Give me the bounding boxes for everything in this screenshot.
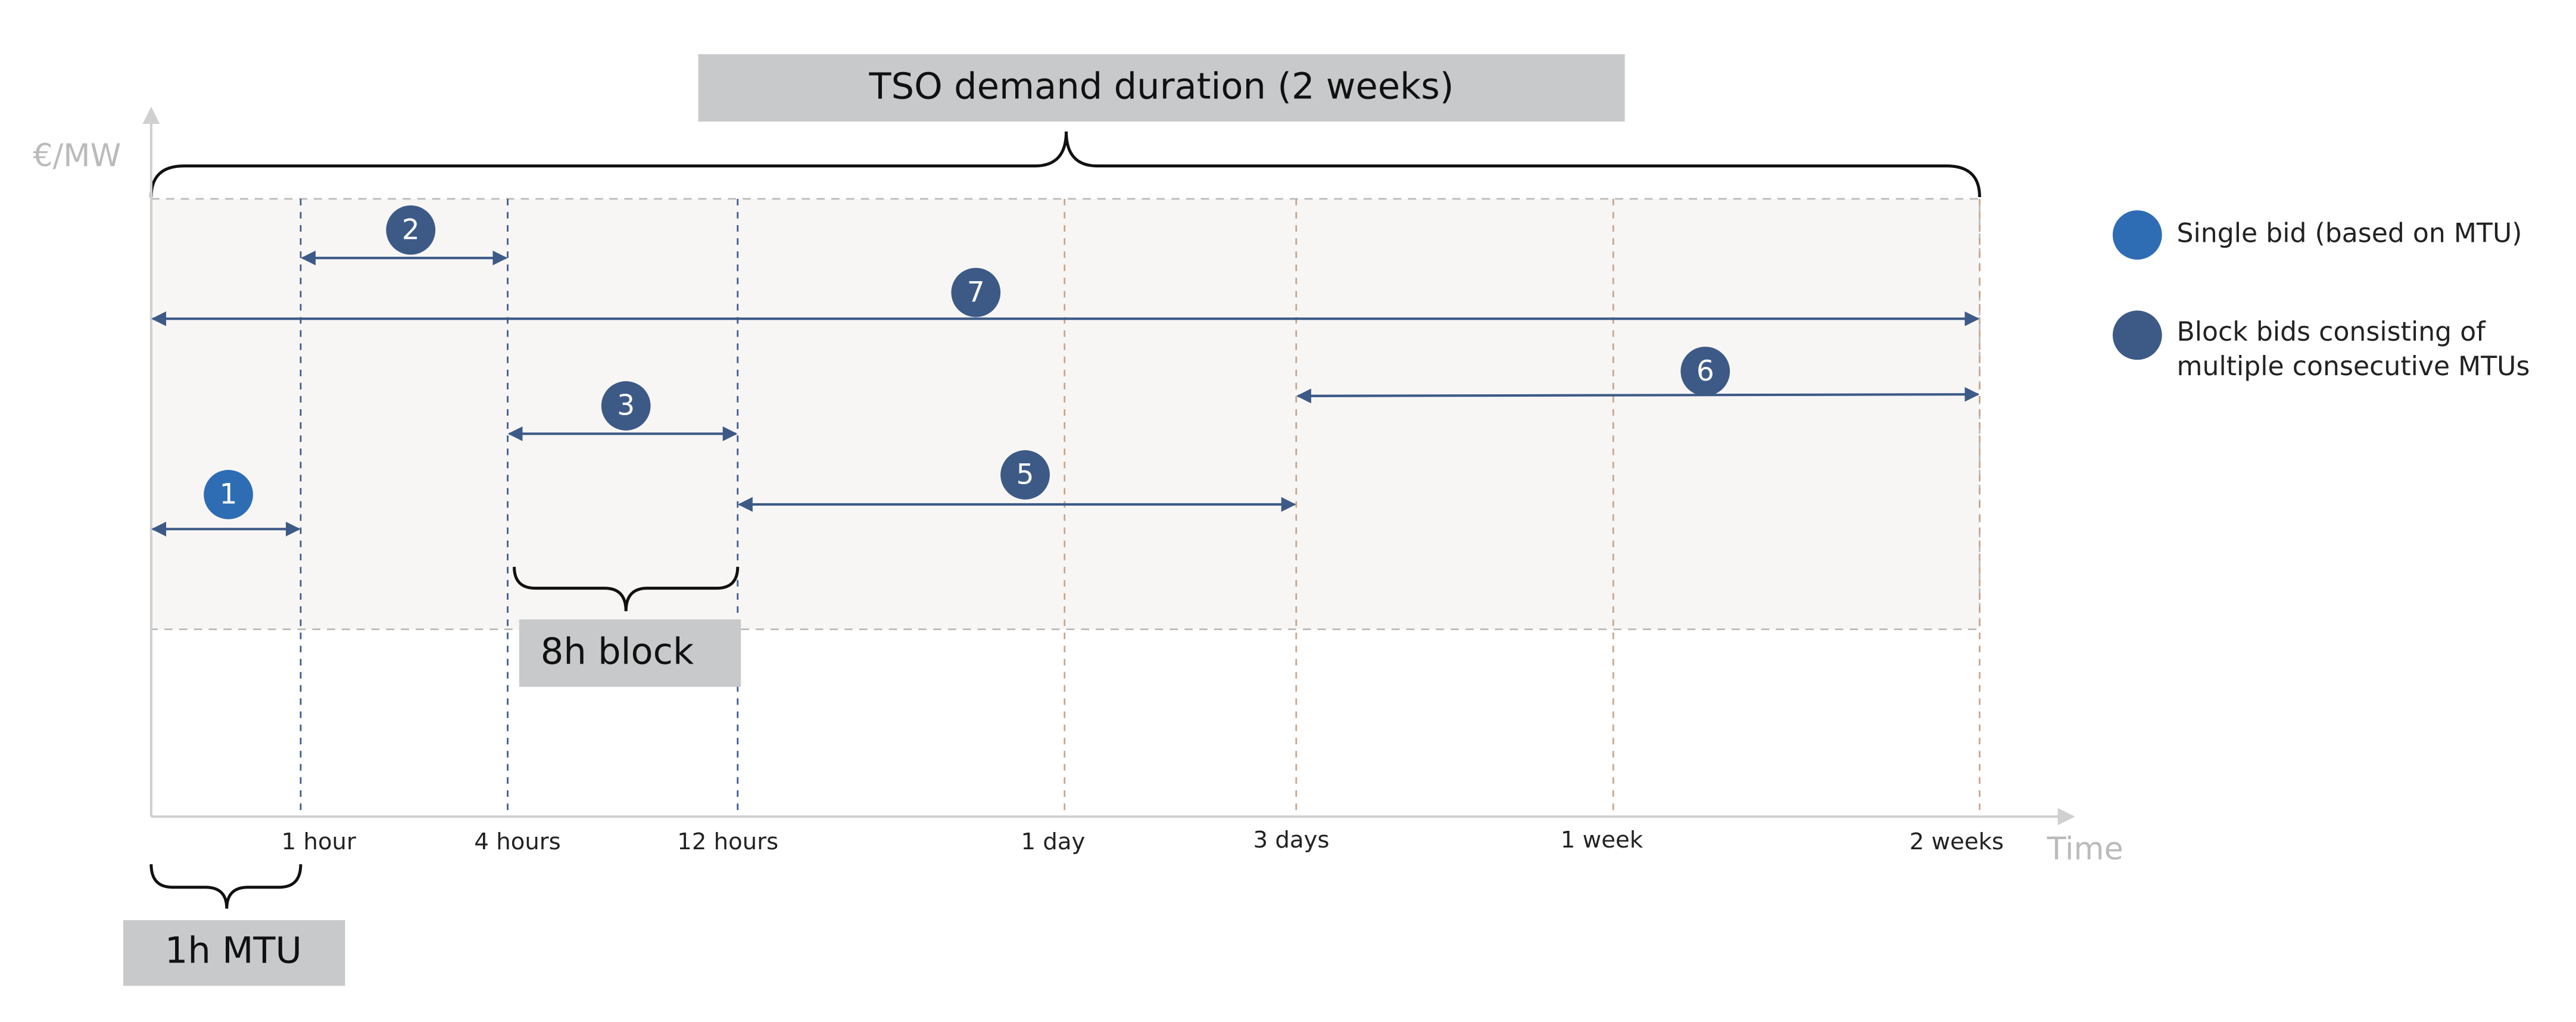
bid-number: 1 <box>220 478 238 511</box>
tick-label: 1 day <box>1021 828 1086 855</box>
legend-marker <box>2112 310 2162 360</box>
legend-marker <box>2112 210 2162 260</box>
bid-marker <box>204 470 253 519</box>
title: TSO demand duration (2 weeks) <box>869 66 1454 108</box>
bid-number: 2 <box>402 213 420 246</box>
legend-label: Block bids consisting of <box>2177 317 2487 347</box>
brace <box>513 566 740 612</box>
bid-number: 7 <box>967 276 985 309</box>
mtu-label: 1h MTU <box>165 930 302 972</box>
bid-marker <box>1680 347 1730 396</box>
tick-label: 2 weeks <box>1910 828 2004 855</box>
legend-label: Single bid (based on MTU) <box>2177 219 2522 249</box>
bid-number: 5 <box>1016 459 1034 491</box>
tick-label: 1 hour <box>282 828 356 855</box>
mtu-box <box>123 920 345 986</box>
title-box <box>698 54 1625 122</box>
bid-marker <box>1000 450 1050 500</box>
legend-label: multiple consecutive MTUs <box>2177 351 2530 382</box>
tick-label: 1 week <box>1561 827 1643 853</box>
tick-label: 12 hours <box>677 828 778 855</box>
tick-label: 4 hours <box>474 828 560 855</box>
brace <box>149 864 302 909</box>
block-box <box>519 619 741 687</box>
bid-marker <box>601 381 651 431</box>
bid-arrow <box>1296 387 1980 404</box>
bid-marker <box>386 205 436 255</box>
bid-number: 3 <box>617 390 635 422</box>
bid-marker <box>951 267 1001 317</box>
block-label: 8h block <box>541 631 694 673</box>
bid-number: 6 <box>1696 355 1714 388</box>
tick-label: 3 days <box>1253 827 1330 853</box>
y-axis-label: €/MW <box>33 138 121 174</box>
brace <box>149 131 1981 198</box>
x-axis-label: Time <box>2047 831 2123 867</box>
